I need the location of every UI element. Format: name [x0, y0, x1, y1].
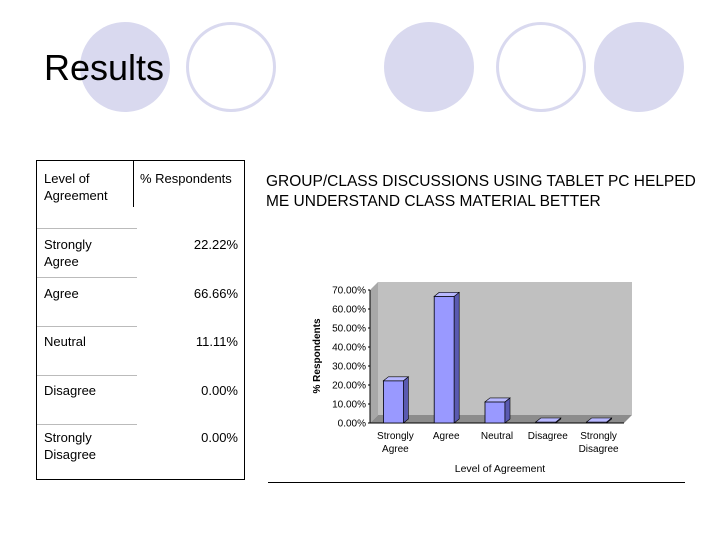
decor-ring: [186, 22, 276, 112]
row-divider: [37, 424, 137, 425]
bottom-divider: [268, 482, 685, 483]
bar-side: [403, 376, 409, 424]
table-row-level: Neutral: [44, 334, 86, 349]
y-tick-label: 30.00%: [332, 362, 366, 373]
y-tick-label: 40.00%: [332, 343, 366, 354]
table-row-level: Strongly Agree: [44, 237, 92, 269]
decor-circle: [594, 22, 684, 112]
chart-side-wall: [370, 282, 378, 423]
table-row-percent: 22.22%: [193, 237, 238, 252]
x-tick-label: Agree: [433, 431, 460, 442]
bar-top: [382, 376, 410, 382]
bar-top: [585, 417, 613, 423]
bar: [484, 401, 506, 424]
bar-top: [534, 417, 562, 423]
x-tick-label: Disagree: [579, 444, 619, 455]
bar-side: [453, 291, 460, 424]
y-tick-label: 50.00%: [332, 324, 366, 335]
bar: [433, 295, 455, 424]
bar: [383, 380, 404, 424]
y-tick-label: 60.00%: [332, 305, 366, 316]
table-header-divider: [133, 161, 134, 207]
results-table: Level of Agreement % Respondents Strongl…: [36, 160, 245, 480]
bar-top: [433, 292, 461, 297]
decor-circle: [384, 22, 474, 112]
row-divider: [37, 277, 137, 278]
bar-top: [484, 397, 511, 403]
row-divider: [37, 375, 137, 376]
y-tick-label: 0.00%: [338, 419, 366, 430]
x-tick-label: Disagree: [528, 431, 568, 442]
table-row-percent: 11.11%: [195, 334, 238, 349]
chart-title: GROUP/CLASS DISCUSSIONS USING TABLET PC …: [266, 173, 696, 210]
y-tick-label: 10.00%: [332, 400, 366, 411]
table-row-percent: 0.00%: [201, 383, 238, 398]
table-row-percent: 66.66%: [193, 286, 238, 301]
chart-back-wall: [378, 282, 632, 415]
x-tick-label: Strongly: [580, 431, 617, 442]
y-axis-label: % Respondents: [312, 318, 323, 393]
table-row-level: Agree: [44, 286, 79, 301]
x-tick-label: Agree: [382, 444, 409, 455]
row-divider: [37, 326, 137, 327]
y-tick-label: 70.00%: [332, 286, 366, 297]
table-row-percent: 0.00%: [201, 430, 238, 445]
decor-ring: [496, 22, 586, 112]
x-tick-label: Strongly: [377, 431, 414, 442]
table-header-percent: % Respondents: [140, 171, 232, 186]
slide-title: Results: [44, 47, 165, 88]
decor-circle: [80, 22, 170, 112]
table-row-level: Strongly Disagree: [44, 430, 97, 462]
bar-chart: 0.00% 10.00% 20.00% 30.00% 40.00% 50.00% 60.00…: [312, 282, 632, 475]
table-row-level: Disagree: [44, 383, 97, 398]
y-tick-label: 20.00%: [332, 381, 366, 392]
x-axis-label: Level of Agreement: [455, 463, 546, 475]
x-tick-label: Neutral: [481, 431, 513, 442]
row-divider: [37, 228, 137, 229]
table-header-level: Level of Agreement: [44, 171, 108, 203]
